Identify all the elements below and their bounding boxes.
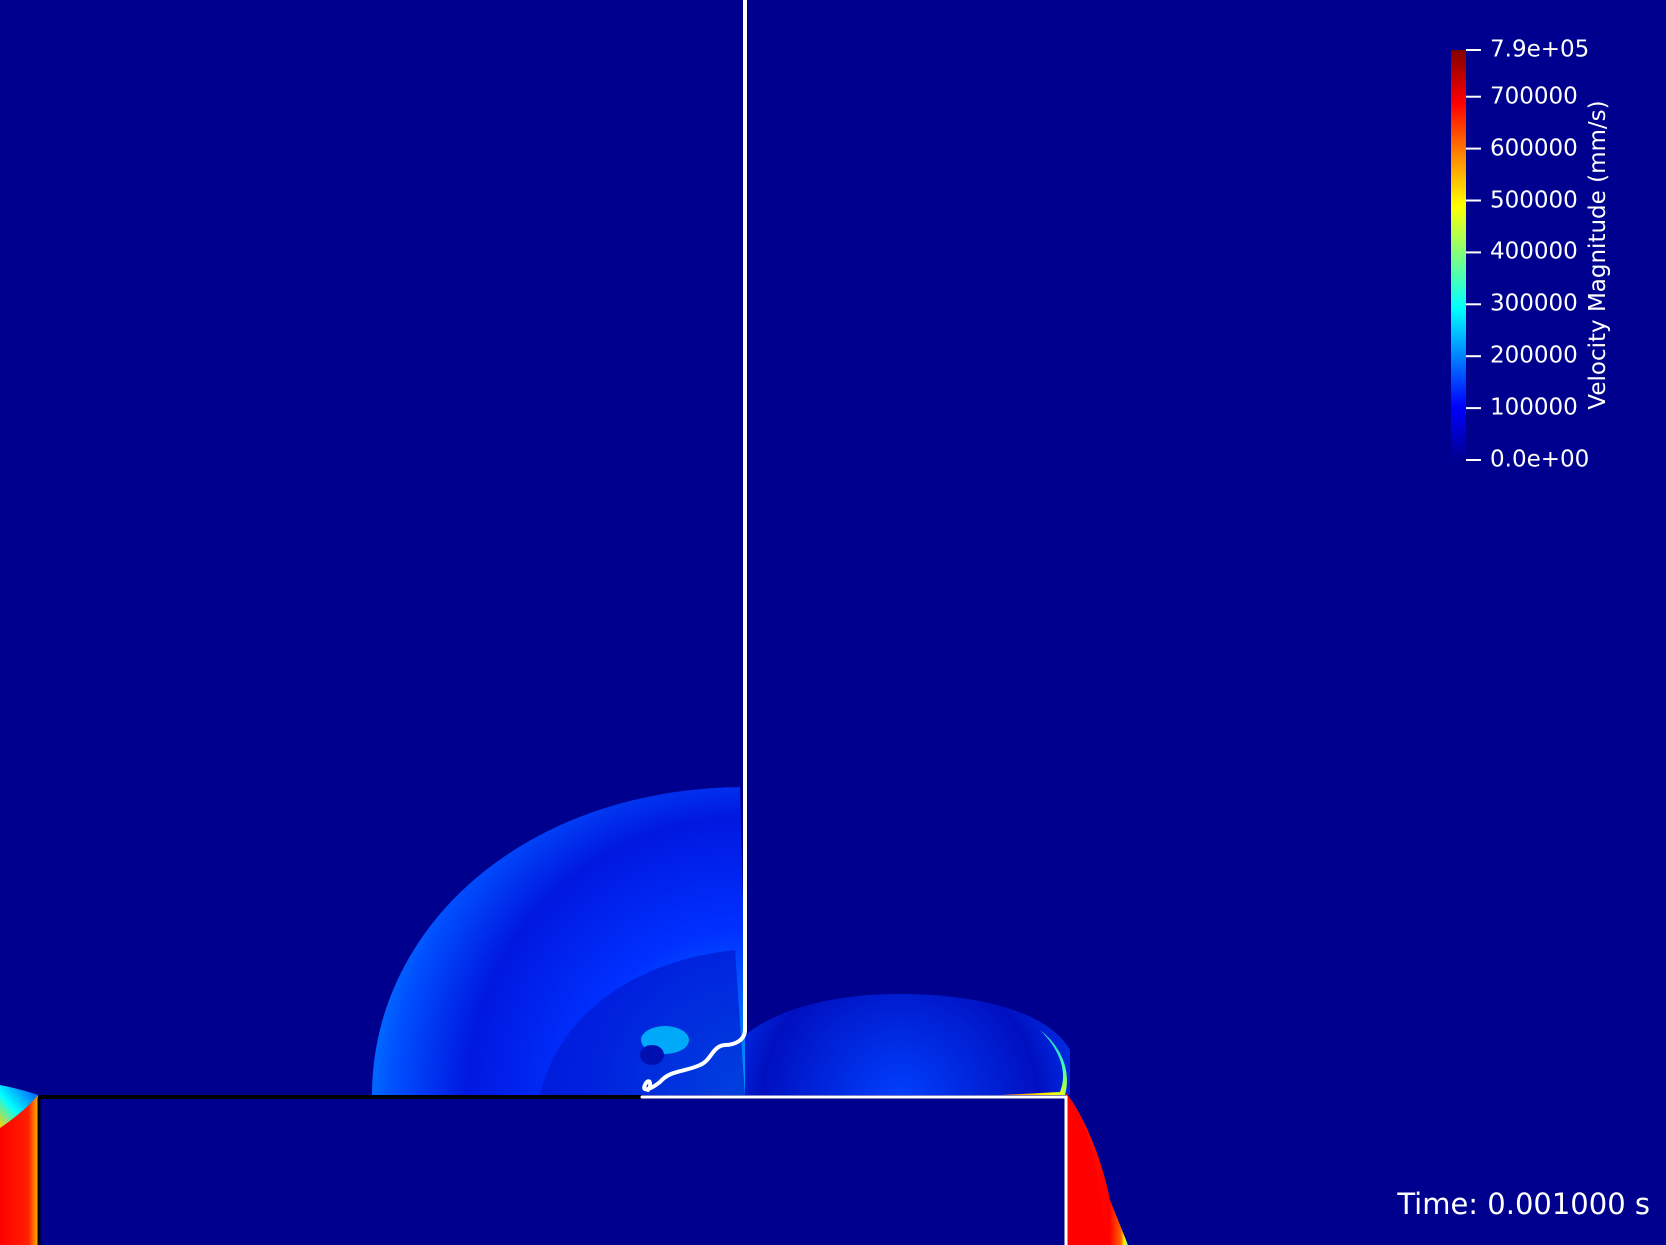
colorbar-tick-label: 7.9e+05 (1490, 36, 1590, 63)
left-side-flow (0, 1095, 38, 1245)
colorbar-tick-label: 700000 (1490, 83, 1578, 110)
jet-tip-contour (642, 1028, 747, 1092)
colorbar-tick-label: 500000 (1490, 187, 1578, 213)
velocity-field (0, 787, 1128, 1245)
colorbar (1451, 49, 1481, 461)
right-side-flow-main (1066, 1094, 1106, 1245)
colorbar-tick-label: 400000 (1490, 238, 1578, 265)
colorbar-title: Velocity Magnitude (mm/s) (1585, 100, 1611, 410)
colorbar-tick-label: 100000 (1490, 394, 1578, 421)
colorbar-tick-label: 200000 (1490, 342, 1578, 369)
vortex-core-inner (640, 1045, 664, 1065)
colorbar-tick-label: 600000 (1490, 135, 1578, 162)
interface-contour (640, 0, 1068, 1245)
time-label: Time: 0.001000 s (1397, 1187, 1650, 1221)
left-dome-inner (540, 950, 745, 1095)
substrate-block (40, 1098, 1066, 1245)
left-side-streaks (0, 1085, 38, 1128)
colorbar-tick-label: 300000 (1490, 290, 1578, 317)
right-dome-wave (745, 993, 1070, 1095)
colorbar-tick-label: 0.0e+00 (1490, 446, 1590, 473)
colorbar-ticks (1466, 49, 1481, 461)
substrate (37, 1095, 1066, 1245)
colorbar-gradient (1451, 50, 1466, 460)
